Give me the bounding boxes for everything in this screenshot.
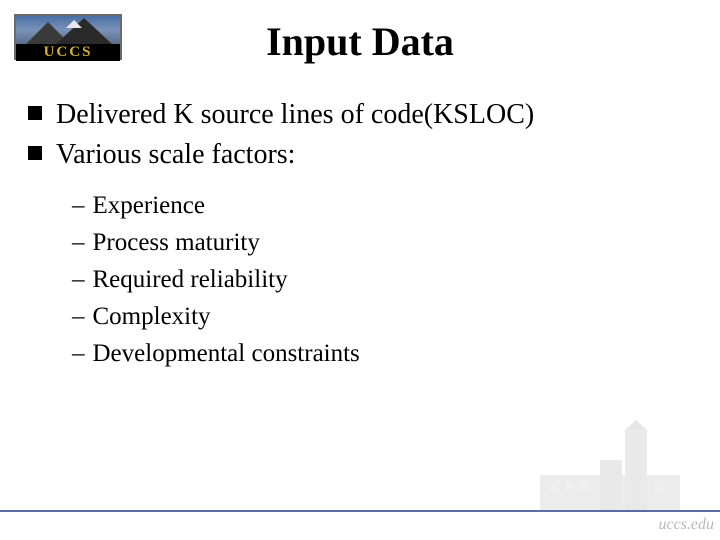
- dash-bullet-icon: –: [72, 299, 85, 334]
- square-bullet-icon: [28, 146, 42, 160]
- sub-bullet-text: Process maturity: [93, 225, 260, 260]
- slide-content: Delivered K source lines of code(KSLOC) …: [28, 96, 692, 373]
- sub-bullet-text: Required reliability: [93, 262, 288, 297]
- bullet-text: Various scale factors:: [56, 136, 295, 174]
- bullet-text: Delivered K source lines of code(KSLOC): [56, 96, 534, 134]
- footer-divider-line: [0, 510, 720, 512]
- sub-bullet-text: Complexity: [93, 299, 211, 334]
- slide-title: Input Data: [0, 18, 720, 65]
- sub-bullet-list: – Experience – Process maturity – Requir…: [72, 188, 692, 371]
- sub-bullet-text: Developmental constraints: [93, 336, 360, 371]
- dash-bullet-icon: –: [72, 262, 85, 297]
- dash-bullet-icon: –: [72, 188, 85, 223]
- dash-bullet-icon: –: [72, 336, 85, 371]
- sub-bullet-item: – Required reliability: [72, 262, 692, 297]
- sub-bullet-item: – Experience: [72, 188, 692, 223]
- sub-bullet-text: Experience: [93, 188, 205, 223]
- square-bullet-icon: [28, 106, 42, 120]
- sub-bullet-item: – Complexity: [72, 299, 692, 334]
- sub-bullet-item: – Process maturity: [72, 225, 692, 260]
- bullet-item: Various scale factors:: [28, 136, 692, 174]
- footer-url: uccs.edu: [658, 516, 714, 534]
- dash-bullet-icon: –: [72, 225, 85, 260]
- sub-bullet-item: – Developmental constraints: [72, 336, 692, 371]
- bullet-item: Delivered K source lines of code(KSLOC): [28, 96, 692, 134]
- footer-building-watermark: [540, 420, 680, 510]
